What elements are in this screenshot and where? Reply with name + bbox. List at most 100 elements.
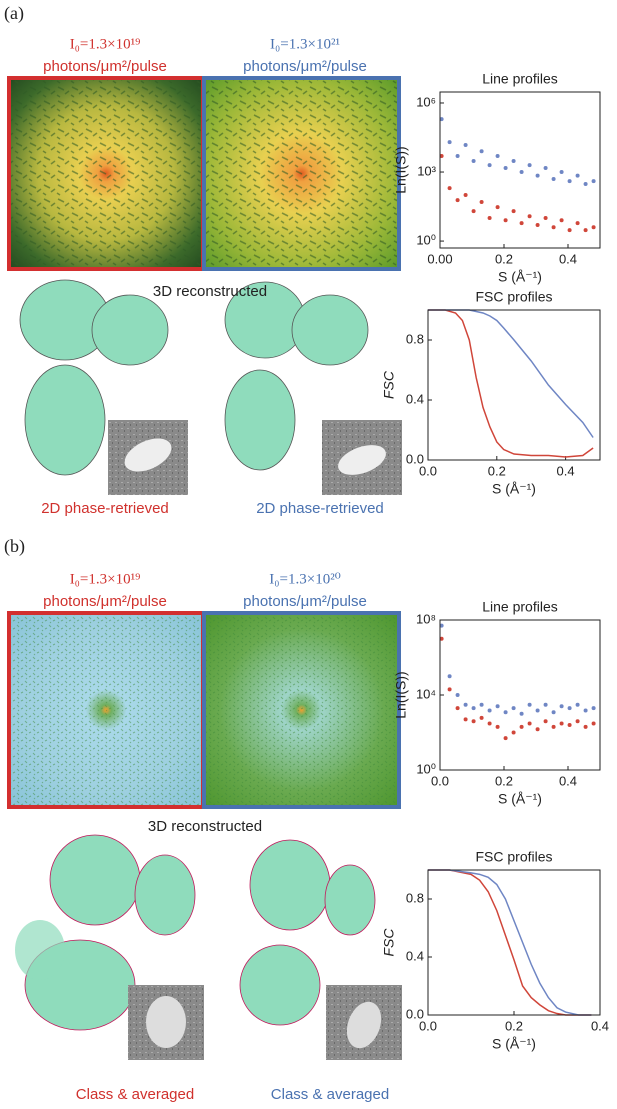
y-axis-label: FSC xyxy=(381,928,397,957)
point xyxy=(495,724,500,729)
chart-title: FSC profiles xyxy=(475,289,552,305)
point xyxy=(575,702,580,707)
x-tick-label: 0.2 xyxy=(488,463,506,478)
point xyxy=(495,205,500,210)
point xyxy=(439,623,444,628)
point xyxy=(567,179,572,184)
chart-title: Line profiles xyxy=(482,71,558,87)
point xyxy=(503,736,508,741)
intensity: I₀=1.3×10²⁰ xyxy=(269,571,340,587)
caption: 2D phase-retrieved xyxy=(256,500,384,517)
y-tick-label: 10⁸ xyxy=(416,611,436,626)
inset-object xyxy=(124,438,172,472)
x-tick-label: 0.0 xyxy=(419,1018,437,1033)
intensity: I₀=1.3×10¹⁹ xyxy=(70,36,141,52)
chart-title: Line profiles xyxy=(482,599,558,615)
frame xyxy=(202,76,401,271)
speckle xyxy=(204,613,399,807)
point xyxy=(511,730,516,735)
intensity: I₀=1.3×10¹⁹ xyxy=(70,571,141,587)
point xyxy=(487,163,492,168)
point xyxy=(439,636,444,641)
point xyxy=(519,221,524,226)
speckle xyxy=(204,78,399,269)
y-tick-label: 0.8 xyxy=(406,331,424,346)
point xyxy=(487,721,492,726)
point xyxy=(455,706,460,711)
point xyxy=(439,153,444,158)
point xyxy=(559,170,564,175)
point xyxy=(487,216,492,221)
point xyxy=(583,228,588,233)
inset-object xyxy=(146,996,186,1048)
point xyxy=(591,721,596,726)
plot-frame xyxy=(427,309,601,461)
point xyxy=(519,170,524,175)
caption: Class & averaged xyxy=(76,1086,194,1103)
x-tick-label: 0.2 xyxy=(495,773,513,788)
chart-title: FSC profiles xyxy=(475,849,552,865)
point xyxy=(463,717,468,722)
point xyxy=(527,163,532,168)
x-axis-label: S (Å⁻¹) xyxy=(498,269,542,285)
point xyxy=(551,225,556,230)
point xyxy=(591,179,596,184)
intensity-unit: photons/μm²/pulse xyxy=(43,58,167,75)
point xyxy=(559,721,564,726)
point xyxy=(527,721,532,726)
intensity: I₀=1.3×10²¹ xyxy=(270,36,340,52)
y-tick-label: 0.8 xyxy=(406,890,424,905)
point xyxy=(455,153,460,158)
panel-label: (b) xyxy=(4,536,25,557)
point xyxy=(519,724,524,729)
plot-frame xyxy=(427,869,601,1016)
point xyxy=(479,715,484,720)
x-tick-label: 0.00 xyxy=(427,251,452,266)
panel-label: (a) xyxy=(4,3,24,24)
x-tick-label: 0.0 xyxy=(419,463,437,478)
point xyxy=(455,693,460,697)
point xyxy=(487,708,492,713)
point xyxy=(527,214,532,219)
point xyxy=(583,182,588,187)
y-tick-label: 0.4 xyxy=(406,948,424,963)
point xyxy=(575,221,580,226)
point xyxy=(463,702,468,707)
point xyxy=(447,140,452,145)
point xyxy=(495,153,500,158)
point xyxy=(543,702,548,707)
point xyxy=(503,165,508,170)
y-tick-label: 0.0 xyxy=(406,1006,424,1021)
reconstructed-label: 3D reconstructed xyxy=(148,818,262,835)
point xyxy=(447,687,452,692)
point xyxy=(575,173,580,178)
x-tick-label: 0.4 xyxy=(559,773,577,788)
point xyxy=(471,719,476,724)
caption: Class & averaged xyxy=(271,1086,389,1103)
point xyxy=(559,218,564,223)
y-tick-label: 0.4 xyxy=(406,391,424,406)
intensity-unit: photons/μm²/pulse xyxy=(243,593,367,610)
speckle xyxy=(9,613,203,807)
point xyxy=(567,228,572,233)
point xyxy=(543,165,548,170)
structure xyxy=(19,279,369,476)
x-tick-label: 0.4 xyxy=(559,251,577,266)
caption: 2D phase-retrieved xyxy=(41,500,169,517)
point xyxy=(535,222,540,227)
point xyxy=(567,723,572,728)
y-axis-label: Ln(I(S)) xyxy=(393,146,409,193)
line xyxy=(428,309,594,458)
point xyxy=(543,719,548,724)
point xyxy=(519,711,524,716)
point xyxy=(535,173,540,178)
intensity-unit: photons/μm²/pulse xyxy=(243,58,367,75)
frame xyxy=(202,611,401,809)
point xyxy=(479,149,484,154)
speckle xyxy=(9,78,203,269)
point xyxy=(463,142,468,147)
line xyxy=(428,869,592,1016)
y-axis-label: Ln(I(S)) xyxy=(393,671,409,718)
inset-object xyxy=(338,445,386,475)
